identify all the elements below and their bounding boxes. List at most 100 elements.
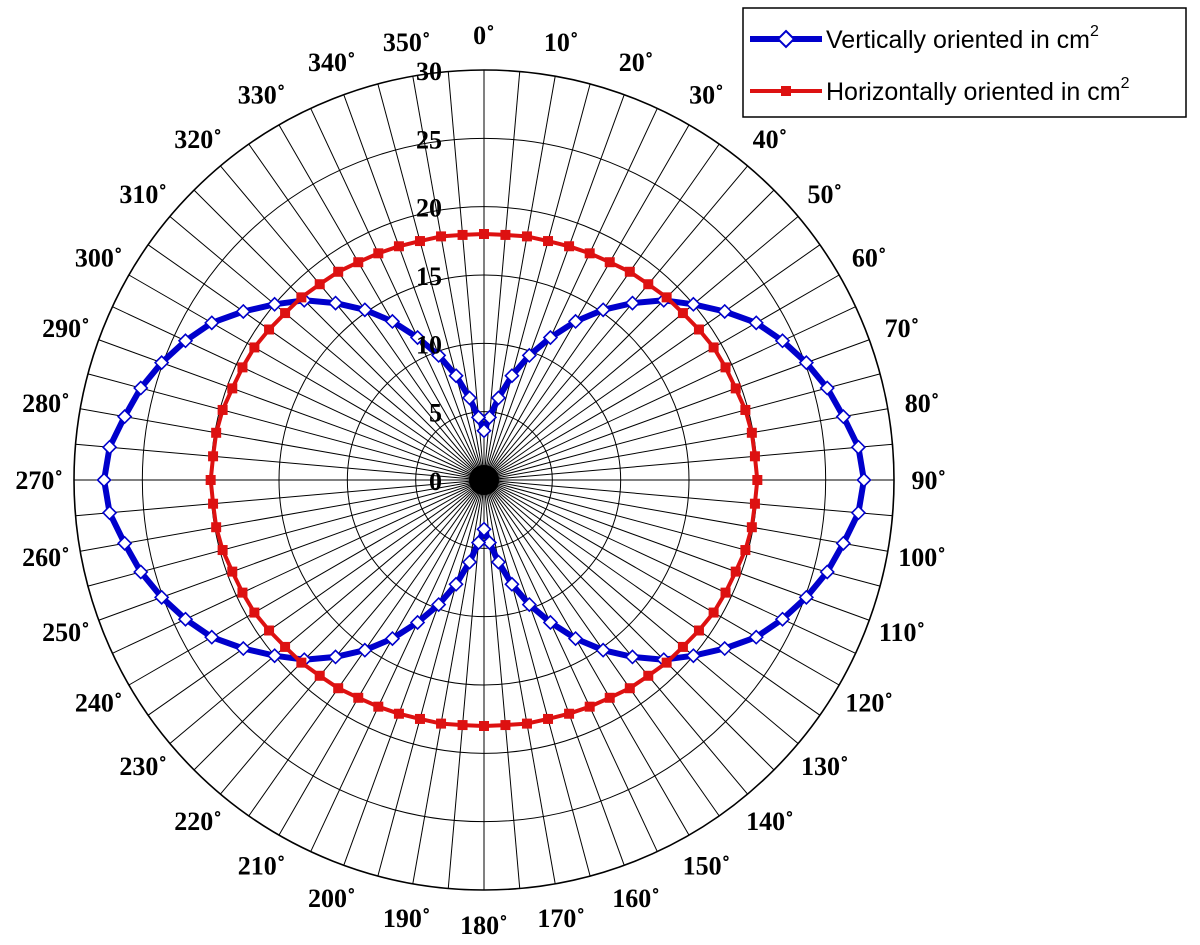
data-point-vertical-85 bbox=[850, 439, 867, 455]
data-point-vertical-270 bbox=[96, 472, 112, 488]
angle-tick-50: 50˚ bbox=[807, 180, 842, 209]
angle-tick-240: 240˚ bbox=[75, 688, 123, 717]
data-point-vertical-235 bbox=[235, 640, 251, 657]
data-point-horizontal-330 bbox=[353, 257, 364, 268]
grid-spoke-220 bbox=[220, 479, 485, 795]
data-point-horizontal-195 bbox=[414, 713, 425, 724]
data-point-vertical-300 bbox=[204, 315, 220, 331]
grid-spoke-335 bbox=[310, 108, 485, 481]
grid-spoke-255 bbox=[87, 479, 485, 587]
grid-spoke-260 bbox=[80, 479, 485, 552]
data-point-vertical-295 bbox=[177, 333, 194, 349]
angle-tick-80: 80˚ bbox=[905, 389, 940, 418]
angle-tick-250: 250˚ bbox=[42, 618, 90, 647]
grid-spoke-55 bbox=[483, 244, 821, 481]
data-point-vertical-200 bbox=[431, 596, 447, 613]
data-point-horizontal-200 bbox=[393, 708, 404, 719]
data-point-horizontal-85 bbox=[749, 451, 760, 462]
angle-tick-180: 180˚ bbox=[460, 911, 508, 940]
data-point-vertical-350 bbox=[461, 390, 478, 406]
data-point-vertical-155 bbox=[542, 614, 559, 631]
data-point-horizontal-305 bbox=[264, 324, 275, 335]
angle-tick-20: 20˚ bbox=[619, 48, 654, 77]
grid-spoke-100 bbox=[483, 479, 888, 552]
data-point-horizontal-265 bbox=[208, 498, 219, 509]
data-point-vertical-145 bbox=[595, 642, 611, 658]
grid-spoke-140 bbox=[483, 479, 748, 795]
legend-sup-horizontal: 2 bbox=[1121, 75, 1130, 92]
grid-spoke-125 bbox=[483, 479, 821, 716]
data-point-horizontal-30 bbox=[604, 257, 615, 268]
data-point-vertical-120 bbox=[748, 629, 764, 645]
grid-spoke-210 bbox=[278, 479, 485, 836]
data-point-vertical-100 bbox=[835, 535, 851, 551]
grid-spoke-45 bbox=[483, 189, 775, 481]
data-point-vertical-355 bbox=[470, 409, 487, 426]
legend-label-horizontal: Horizontally oriented in cm2 bbox=[826, 75, 1130, 106]
data-point-vertical-20 bbox=[521, 347, 537, 364]
grid-spoke-130 bbox=[483, 479, 799, 744]
grid-spoke-115 bbox=[483, 479, 856, 654]
data-point-horizontal-100 bbox=[746, 522, 757, 533]
legend-marker-vertical bbox=[776, 29, 796, 49]
grid-spoke-230 bbox=[169, 479, 485, 744]
grid-spoke-120 bbox=[483, 479, 840, 686]
angle-tick-310: 310˚ bbox=[119, 180, 167, 209]
data-point-vertical-50 bbox=[685, 296, 702, 312]
data-point-horizontal-130 bbox=[677, 641, 688, 652]
data-point-horizontal-20 bbox=[564, 241, 575, 252]
data-point-vertical-115 bbox=[774, 611, 791, 627]
data-point-horizontal-70 bbox=[730, 383, 741, 394]
angle-tick-330: 330˚ bbox=[238, 81, 286, 110]
data-point-horizontal-310 bbox=[280, 308, 291, 319]
data-point-vertical-60 bbox=[748, 315, 764, 331]
data-point-vertical-180 bbox=[476, 521, 492, 537]
angle-tick-130: 130˚ bbox=[801, 752, 849, 781]
data-point-horizontal-155 bbox=[584, 701, 595, 712]
data-point-vertical-335 bbox=[409, 329, 426, 346]
data-point-vertical-325 bbox=[357, 302, 373, 318]
data-point-vertical-140 bbox=[624, 649, 641, 665]
grid-spoke-285 bbox=[87, 373, 485, 481]
data-point-horizontal-235 bbox=[264, 625, 275, 636]
data-point-vertical-220 bbox=[327, 649, 344, 665]
radial-tick-25: 25 bbox=[416, 125, 442, 154]
grid-spoke-265 bbox=[75, 479, 485, 517]
data-point-horizontal-60 bbox=[708, 342, 719, 353]
data-point-vertical-305 bbox=[235, 303, 251, 320]
data-point-horizontal-185 bbox=[457, 720, 468, 731]
angle-tick-190: 190˚ bbox=[383, 904, 431, 933]
data-point-horizontal-250 bbox=[227, 566, 238, 577]
grid-spoke-95 bbox=[483, 479, 893, 517]
data-point-horizontal-280 bbox=[211, 427, 222, 438]
legend-sup-vertical: 2 bbox=[1090, 23, 1099, 40]
grid-spoke-345 bbox=[377, 83, 485, 481]
grid-spoke-60 bbox=[483, 274, 840, 481]
grid-spoke-190 bbox=[412, 479, 485, 884]
data-point-horizontal-255 bbox=[217, 545, 228, 556]
series-horizontal bbox=[205, 229, 763, 731]
grid-spoke-205 bbox=[310, 479, 485, 852]
angle-tick-340: 340˚ bbox=[308, 48, 356, 77]
radial-tick-30: 30 bbox=[416, 57, 442, 86]
data-point-vertical-150 bbox=[567, 630, 584, 647]
grid-spoke-280 bbox=[80, 408, 485, 481]
grid-spoke-240 bbox=[128, 479, 485, 686]
data-point-vertical-245 bbox=[177, 611, 194, 627]
data-point-horizontal-230 bbox=[280, 641, 291, 652]
angle-tick-320: 320˚ bbox=[174, 125, 222, 154]
data-point-vertical-250 bbox=[154, 589, 170, 605]
data-point-horizontal-120 bbox=[708, 607, 719, 618]
data-point-horizontal-10 bbox=[521, 231, 532, 242]
grid-spoke-50 bbox=[483, 216, 799, 481]
grid-spoke-310 bbox=[169, 216, 485, 481]
data-point-horizontal-25 bbox=[584, 248, 595, 259]
grid-spoke-25 bbox=[483, 108, 658, 481]
center-hub bbox=[469, 465, 499, 495]
legend-marker-horizontal bbox=[781, 86, 791, 96]
angle-tick-30: 30˚ bbox=[689, 81, 724, 110]
data-point-horizontal-110 bbox=[730, 566, 741, 577]
data-point-vertical-10 bbox=[490, 390, 507, 406]
radial-tick-0: 0 bbox=[429, 467, 442, 496]
